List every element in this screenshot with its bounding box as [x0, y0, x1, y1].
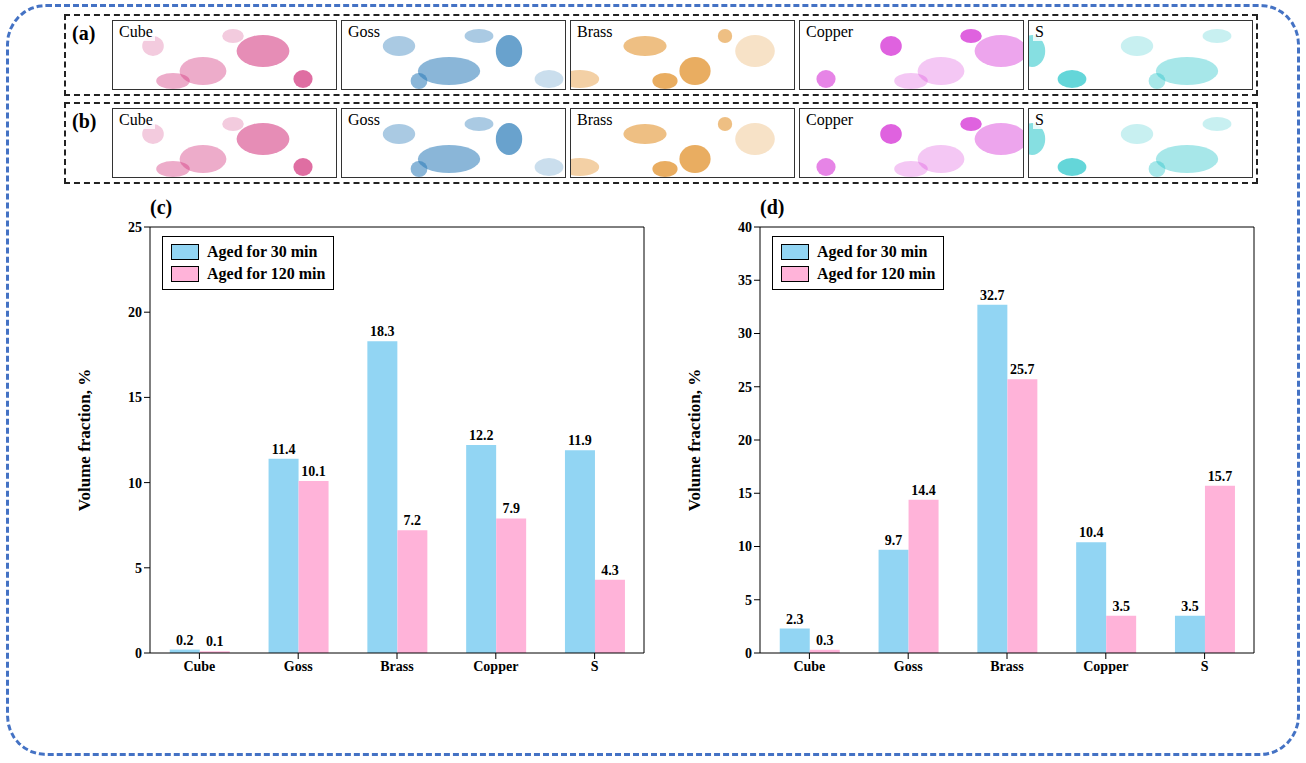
svg-text:30: 30 — [738, 326, 752, 341]
svg-text:25.7: 25.7 — [1010, 362, 1035, 377]
svg-text:5: 5 — [745, 593, 752, 608]
svg-text:14.4: 14.4 — [911, 483, 936, 498]
html-text:Aged for 30 min: Aged for 30 min — [817, 243, 928, 260]
html-text:(b): (b) — [72, 110, 97, 132]
svg-text:15.7: 15.7 — [1208, 469, 1233, 484]
svg-text:Cube: Cube — [183, 659, 215, 674]
svg-text:Brass: Brass — [990, 659, 1024, 674]
svg-text:4.3: 4.3 — [601, 563, 619, 578]
svg-text:11.4: 11.4 — [272, 442, 296, 457]
html-text:S: S — [1035, 111, 1044, 128]
html-text:Aged for 120 min: Aged for 120 min — [817, 265, 936, 282]
svg-text:0.3: 0.3 — [816, 633, 834, 648]
svg-text:11.9: 11.9 — [568, 433, 592, 448]
svg-text:9.7: 9.7 — [885, 533, 903, 548]
svg-text:40: 40 — [738, 220, 752, 235]
html-text:Cube: Cube — [119, 23, 153, 40]
svg-text:Cube: Cube — [793, 659, 825, 674]
svg-text:35: 35 — [738, 273, 752, 288]
svg-text:12.2: 12.2 — [469, 428, 494, 443]
html-text:Cube: Cube — [119, 111, 153, 128]
svg-text:3.5: 3.5 — [1112, 599, 1130, 614]
svg-text:25: 25 — [128, 220, 142, 235]
svg-text:10: 10 — [738, 539, 752, 554]
svg-text:S: S — [591, 659, 599, 674]
svg-text:10.1: 10.1 — [301, 464, 326, 479]
html-text:S: S — [1035, 23, 1044, 40]
svg-text:7.9: 7.9 — [502, 501, 520, 516]
svg-text:Copper: Copper — [473, 659, 518, 674]
html-text:Brass: Brass — [577, 111, 613, 128]
svg-text:0: 0 — [135, 646, 142, 661]
html-text:(d): (d) — [760, 196, 785, 218]
html-text:Aged for 120 min: Aged for 120 min — [207, 265, 326, 282]
svg-text:Volume fraction, %: Volume fraction, % — [685, 369, 704, 511]
html-text:Copper: Copper — [806, 111, 854, 128]
html-text:Goss: Goss — [348, 111, 380, 128]
svg-text:0.1: 0.1 — [206, 634, 224, 649]
svg-text:25: 25 — [738, 380, 752, 395]
svg-text:3.5: 3.5 — [1181, 599, 1199, 614]
svg-text:5: 5 — [135, 561, 142, 576]
html-text:Copper: Copper — [806, 23, 854, 40]
svg-text:0.2: 0.2 — [176, 633, 194, 648]
svg-text:S: S — [1201, 659, 1209, 674]
html-text:(c): (c) — [150, 196, 173, 218]
html-text:(a): (a) — [72, 22, 96, 44]
svg-text:15: 15 — [738, 486, 752, 501]
svg-text:20: 20 — [738, 433, 752, 448]
svg-text:18.3: 18.3 — [370, 324, 395, 339]
svg-text:20: 20 — [128, 305, 142, 320]
html-text:Aged for 30 min: Aged for 30 min — [207, 243, 318, 260]
svg-text:Goss: Goss — [894, 659, 923, 674]
svg-text:Goss: Goss — [284, 659, 313, 674]
svg-text:Brass: Brass — [380, 659, 414, 674]
html-text:Goss: Goss — [348, 23, 380, 40]
svg-text:10.4: 10.4 — [1079, 525, 1104, 540]
svg-text:7.2: 7.2 — [404, 513, 422, 528]
svg-text:32.7: 32.7 — [980, 288, 1005, 303]
svg-text:2.3: 2.3 — [786, 612, 804, 627]
svg-text:Volume fraction, %: Volume fraction, % — [75, 369, 94, 511]
svg-text:Copper: Copper — [1083, 659, 1128, 674]
svg-text:10: 10 — [128, 476, 142, 491]
svg-text:0: 0 — [745, 646, 752, 661]
svg-text:15: 15 — [128, 390, 142, 405]
html-text:Brass: Brass — [577, 23, 613, 40]
